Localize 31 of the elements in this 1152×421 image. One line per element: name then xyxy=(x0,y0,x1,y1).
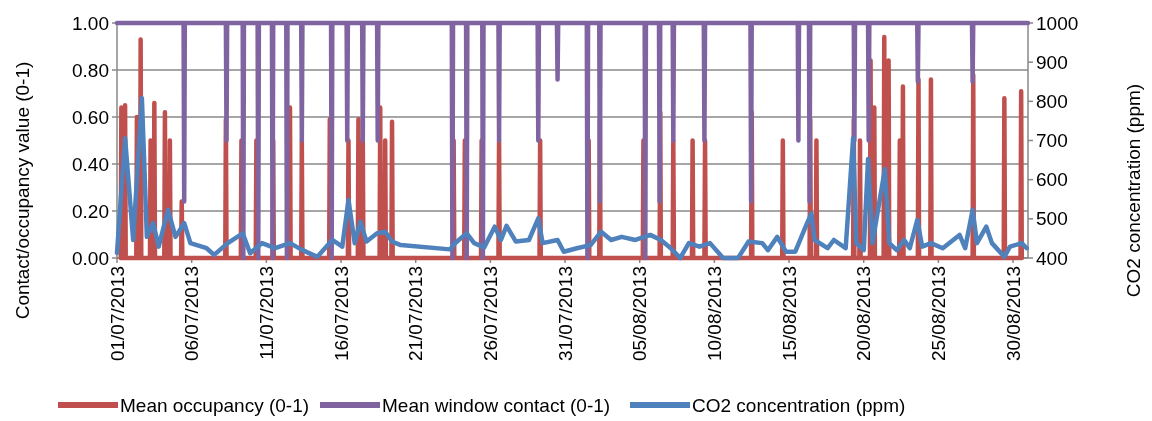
y2-axis-title: CO2 concentration (ppm) xyxy=(1122,83,1144,298)
y-tick-label: 0.60 xyxy=(72,106,109,128)
y2-tick-label: 600 xyxy=(1036,169,1068,191)
x-tick-label: 26/07/2013 xyxy=(480,266,502,362)
x-tick-label: 16/07/2013 xyxy=(330,266,352,362)
y-tick-label: 0.20 xyxy=(72,200,109,222)
x-tick-label: 31/07/2013 xyxy=(554,266,576,362)
x-tick-label: 21/07/2013 xyxy=(405,266,427,362)
y-tick-label: 1.00 xyxy=(72,12,109,34)
legend-label: CO2 concentration (ppm) xyxy=(692,394,906,416)
y-tick-label: 0.40 xyxy=(72,153,109,175)
y2-tick-label: 900 xyxy=(1036,51,1068,73)
y2-tick-label: 500 xyxy=(1036,208,1068,230)
y-tick-label: 0.00 xyxy=(72,247,109,269)
legend-label: Mean window contact (0-1) xyxy=(382,394,611,416)
x-tick-label: 30/08/2013 xyxy=(1002,266,1024,362)
y2-tick-label: 1000 xyxy=(1036,12,1079,34)
y-tick-label: 0.80 xyxy=(72,59,109,81)
y-axis-title: Contact/occupancy value (0-1) xyxy=(11,61,33,320)
y2-tick-label: 700 xyxy=(1036,130,1068,152)
x-tick-label: 20/08/2013 xyxy=(853,266,875,362)
y2-tick-label: 400 xyxy=(1036,247,1068,269)
x-tick-label: 11/07/2013 xyxy=(255,266,277,360)
x-tick-label: 10/08/2013 xyxy=(704,266,726,362)
legend-label: Mean occupancy (0-1) xyxy=(120,394,310,416)
y2-tick-label: 800 xyxy=(1036,90,1068,112)
x-tick-label: 06/07/2013 xyxy=(181,266,203,362)
x-tick-label: 05/08/2013 xyxy=(629,266,651,362)
x-tick-label: 25/08/2013 xyxy=(928,266,950,362)
x-tick-label: 01/07/2013 xyxy=(106,266,128,362)
x-tick-label: 15/08/2013 xyxy=(778,266,800,362)
